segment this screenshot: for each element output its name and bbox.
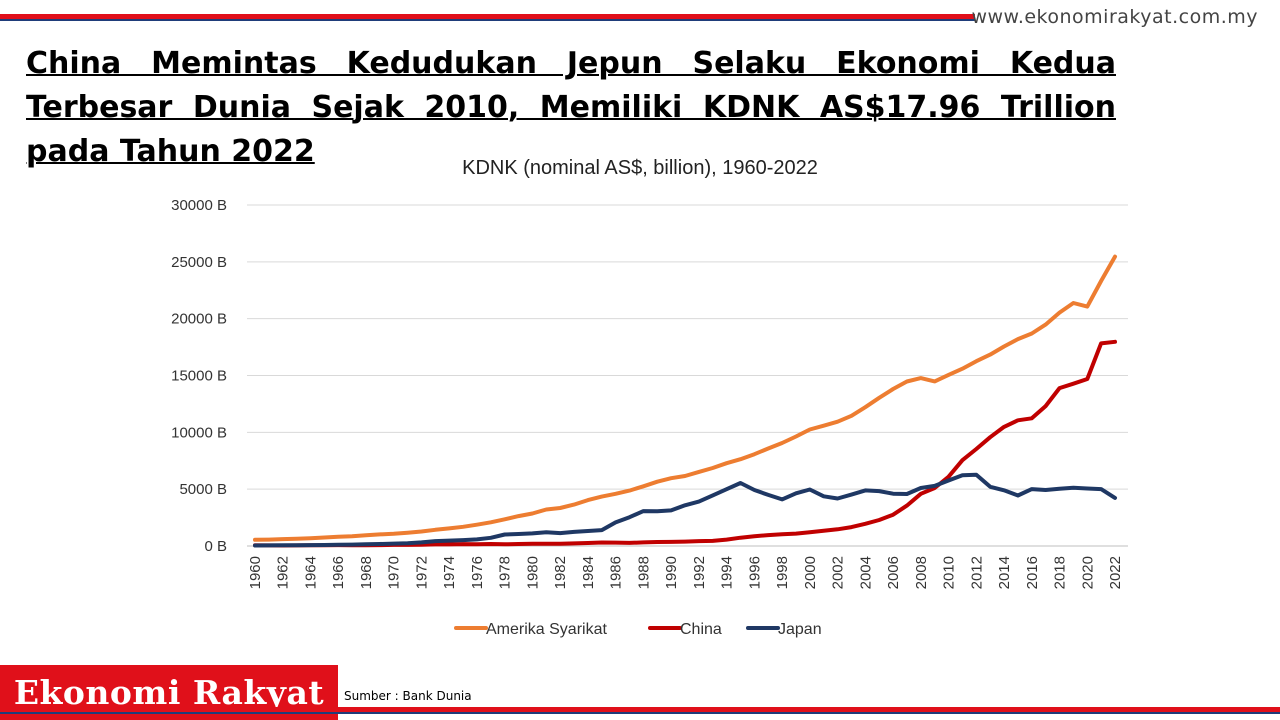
x-tick-label: 1980 [524,556,541,589]
x-tick-label: 1970 [386,556,403,589]
website-url[interactable]: www.ekonomirakyat.com.my [971,6,1258,28]
y-tick-label: 15000 B [171,368,227,385]
x-tick-label: 2000 [802,556,819,589]
x-tick-label: 2012 [968,556,985,589]
y-tick-label: 0 B [204,538,227,555]
x-tick-label: 1986 [608,556,625,589]
source-note: Sumber : Bank Dunia [344,689,472,703]
x-tick-label: 1978 [497,556,514,589]
x-tick-label: 1962 [275,556,292,589]
x-tick-label: 2010 [941,556,958,589]
x-tick-label: 1998 [774,556,791,589]
top-accent-bar-blue [0,19,975,21]
brand-name: Ekonomi Rakyat [13,673,325,712]
x-tick-label: 2020 [1079,556,1096,589]
x-tick-label: 1972 [413,556,430,589]
chart-title: KDNK (nominal AS$, billion), 1960-2022 [462,157,818,179]
series-line [253,339,1117,548]
x-tick-label: 2014 [996,556,1013,589]
x-tick-label: 1974 [441,556,458,589]
legend-label: Japan [778,621,822,638]
x-tick-label: 2022 [1107,556,1124,589]
x-tick-label: 1992 [691,556,708,589]
page-headline: China Memintas Kedudukan Jepun Selaku Ek… [26,46,1116,169]
x-tick-label: 1994 [719,556,736,589]
y-tick-label: 10000 B [171,424,227,441]
x-tick-label: 1990 [663,556,680,589]
x-tick-label: 2008 [913,556,930,589]
y-tick-label: 5000 B [179,481,227,498]
x-tick-label: 2006 [885,556,902,589]
x-tick-label: 1976 [469,556,486,589]
x-tick-label: 1968 [358,556,375,589]
bottom-accent-bar-red [0,707,1280,712]
top-accent-bar-red [0,14,975,19]
x-tick-label: 2018 [1052,556,1069,589]
legend-label: China [680,621,722,638]
x-tick-label: 2016 [1024,556,1041,589]
y-tick-label: 25000 B [171,254,227,271]
x-tick-label: 1966 [330,556,347,589]
x-tick-label: 2004 [857,556,874,589]
bottom-accent-bar-blue [0,712,1280,714]
legend-label: Amerika Syarikat [486,621,607,638]
gdp-line-chart: KDNK (nominal AS$, billion), 1960-2022 0 … [171,157,1128,638]
x-tick-label: 1984 [580,556,597,589]
x-tick-label: 1960 [247,556,264,589]
x-tick-label: 1982 [552,556,569,589]
y-tick-label: 30000 B [171,197,227,214]
series-line [253,254,1117,542]
x-tick-label: 1964 [302,556,319,589]
x-tick-label: 1996 [746,556,763,589]
series-line [253,472,1117,548]
y-tick-label: 20000 B [171,311,227,328]
x-tick-label: 2002 [830,556,847,589]
x-tick-label: 1988 [635,556,652,589]
